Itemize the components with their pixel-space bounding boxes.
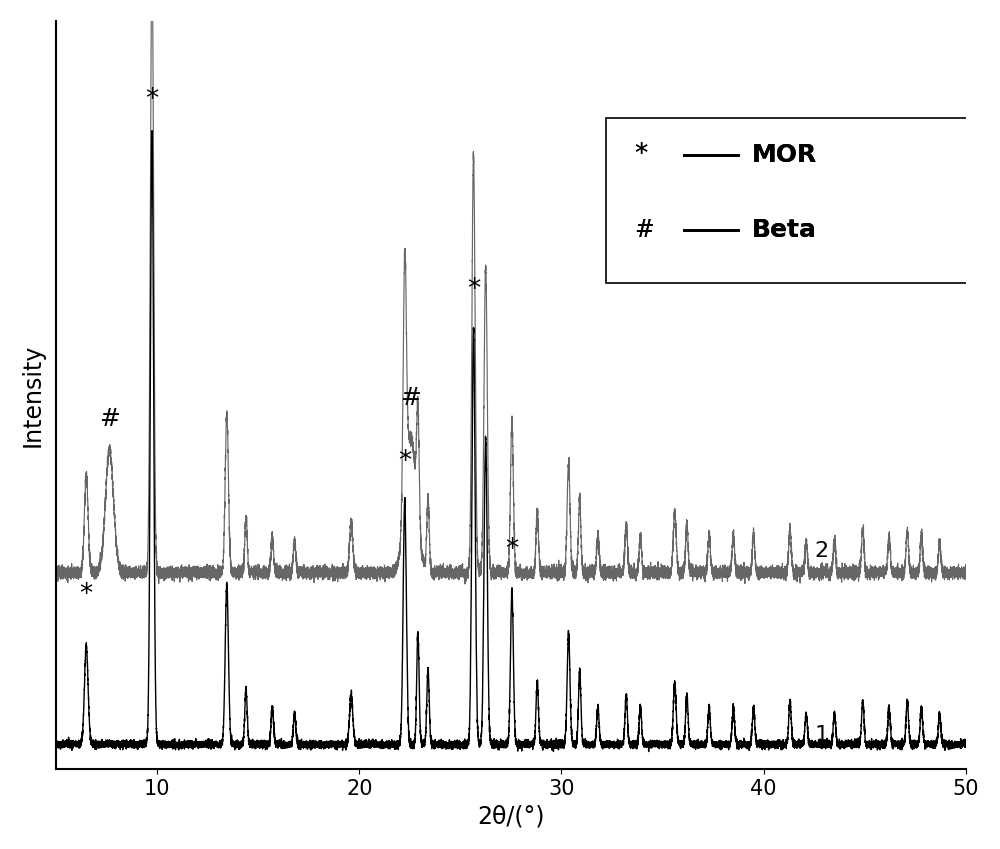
Text: Beta: Beta bbox=[752, 218, 817, 242]
Text: Beta: Beta bbox=[752, 218, 817, 242]
Text: *: * bbox=[145, 87, 159, 113]
Text: *: * bbox=[634, 143, 647, 168]
Text: #: # bbox=[99, 407, 120, 431]
Text: #: # bbox=[634, 218, 654, 242]
Text: *: * bbox=[634, 143, 647, 168]
Text: #: # bbox=[400, 386, 421, 410]
Text: *: * bbox=[398, 448, 411, 475]
Text: MOR: MOR bbox=[752, 143, 817, 167]
Y-axis label: Intensity: Intensity bbox=[21, 343, 45, 447]
Text: #: # bbox=[634, 218, 654, 242]
Text: *: * bbox=[505, 537, 519, 563]
FancyBboxPatch shape bbox=[606, 118, 970, 283]
X-axis label: 2θ/(°): 2θ/(°) bbox=[477, 804, 545, 828]
Text: 2: 2 bbox=[814, 541, 828, 561]
Text: 1: 1 bbox=[814, 725, 828, 745]
Text: *: * bbox=[467, 278, 480, 303]
Text: MOR: MOR bbox=[752, 143, 817, 167]
Text: *: * bbox=[80, 582, 93, 608]
